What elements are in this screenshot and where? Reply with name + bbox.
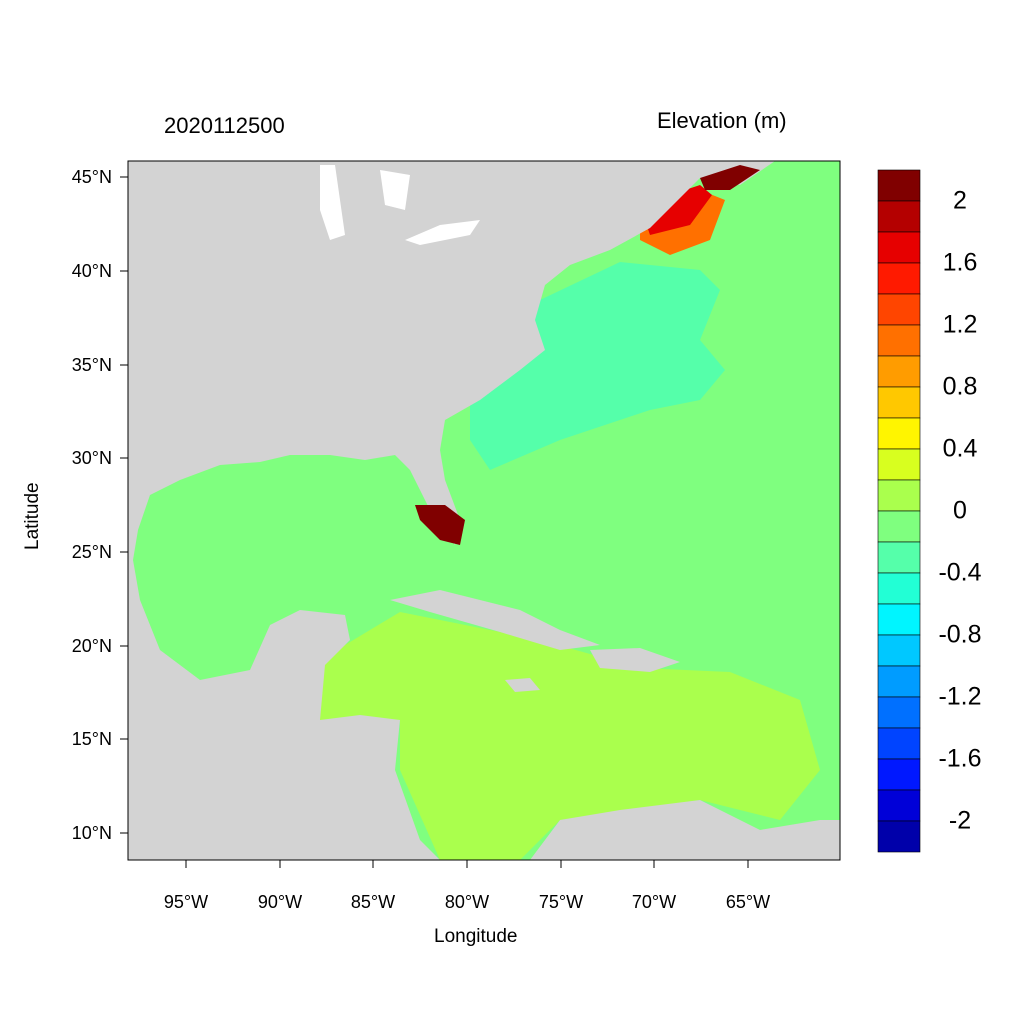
colorbar-bin [877,417,921,450]
colorbar-bin [877,603,921,636]
colorbar-label: 1.6 [942,248,978,277]
jamaica [505,678,540,692]
lake-huron [380,170,410,210]
colorbar-bin [877,479,921,512]
colorbar-label: -0.8 [938,620,982,649]
plot-frame [127,160,841,861]
colorbar-label: -2 [948,806,972,835]
colorbar-bin [877,200,921,233]
colorbar-bin [877,727,921,760]
colorbar-bin [877,758,921,791]
y-tick-label: 15°N [71,729,112,749]
colorbar-bin [877,231,921,264]
colorbar-label: 0.4 [942,434,978,463]
colorbar-label: 0 [953,496,967,525]
axis-ticks [120,176,749,868]
lake-erie [405,220,480,245]
cuba [390,590,600,650]
y-tick-label: 45°N [71,167,112,187]
colorbar-bin [877,169,921,202]
colorbar-bin [877,541,921,574]
hispaniola [590,648,680,672]
caribbean-region [320,612,820,860]
date-label: 2020112500 [164,113,285,138]
y-tick-label: 40°N [71,261,112,281]
y-tick-label: 25°N [71,542,112,562]
colorbar-bin [877,696,921,729]
lake-michigan [320,165,345,240]
y-tick-label: 35°N [71,355,112,375]
florida-surge [415,505,465,545]
colorbar-label: 2 [953,186,967,215]
colorbar-bin [877,386,921,419]
colorbar-label: -1.6 [938,744,982,773]
x-tick-label: 80°W [444,892,490,912]
y-tick-label: 20°N [71,636,112,656]
colorbar-bin [877,293,921,326]
colorbar-bin [877,448,921,481]
nova-scotia-surge [700,165,760,190]
colorbar-bin [877,572,921,605]
colorbar-label: 0.8 [942,372,978,401]
colorbar-bin [877,510,921,543]
gulf-maine-surge-core [640,185,712,235]
colorbar-bin [877,355,921,388]
colorbar-title: Elevation (m) [657,108,787,133]
x-tick-label: 65°W [725,892,771,912]
colorbar-bin [877,324,921,357]
colorbar-bin [877,665,921,698]
x-tick-label: 90°W [257,892,303,912]
x-tick-label: 95°W [163,892,209,912]
y-axis-label: Latitude [22,482,43,550]
y-tick-label: 10°N [71,823,112,843]
colorbar-bin [877,262,921,295]
colorbar-label: -1.2 [938,682,982,711]
y-tick-label: 30°N [71,448,112,468]
x-tick-label: 75°W [538,892,584,912]
x-tick-label: 85°W [350,892,396,912]
x-tick-label: 70°W [631,892,677,912]
colorbar-bin [877,820,921,853]
colorbar-bin [877,634,921,667]
x-axis-label: Longitude [434,926,518,947]
colorbar-label: -0.4 [938,558,982,587]
south-america-land [530,800,840,860]
colorbar [877,169,921,853]
colorbar-label: 1.2 [942,310,978,339]
colorbar-bin [877,789,921,822]
